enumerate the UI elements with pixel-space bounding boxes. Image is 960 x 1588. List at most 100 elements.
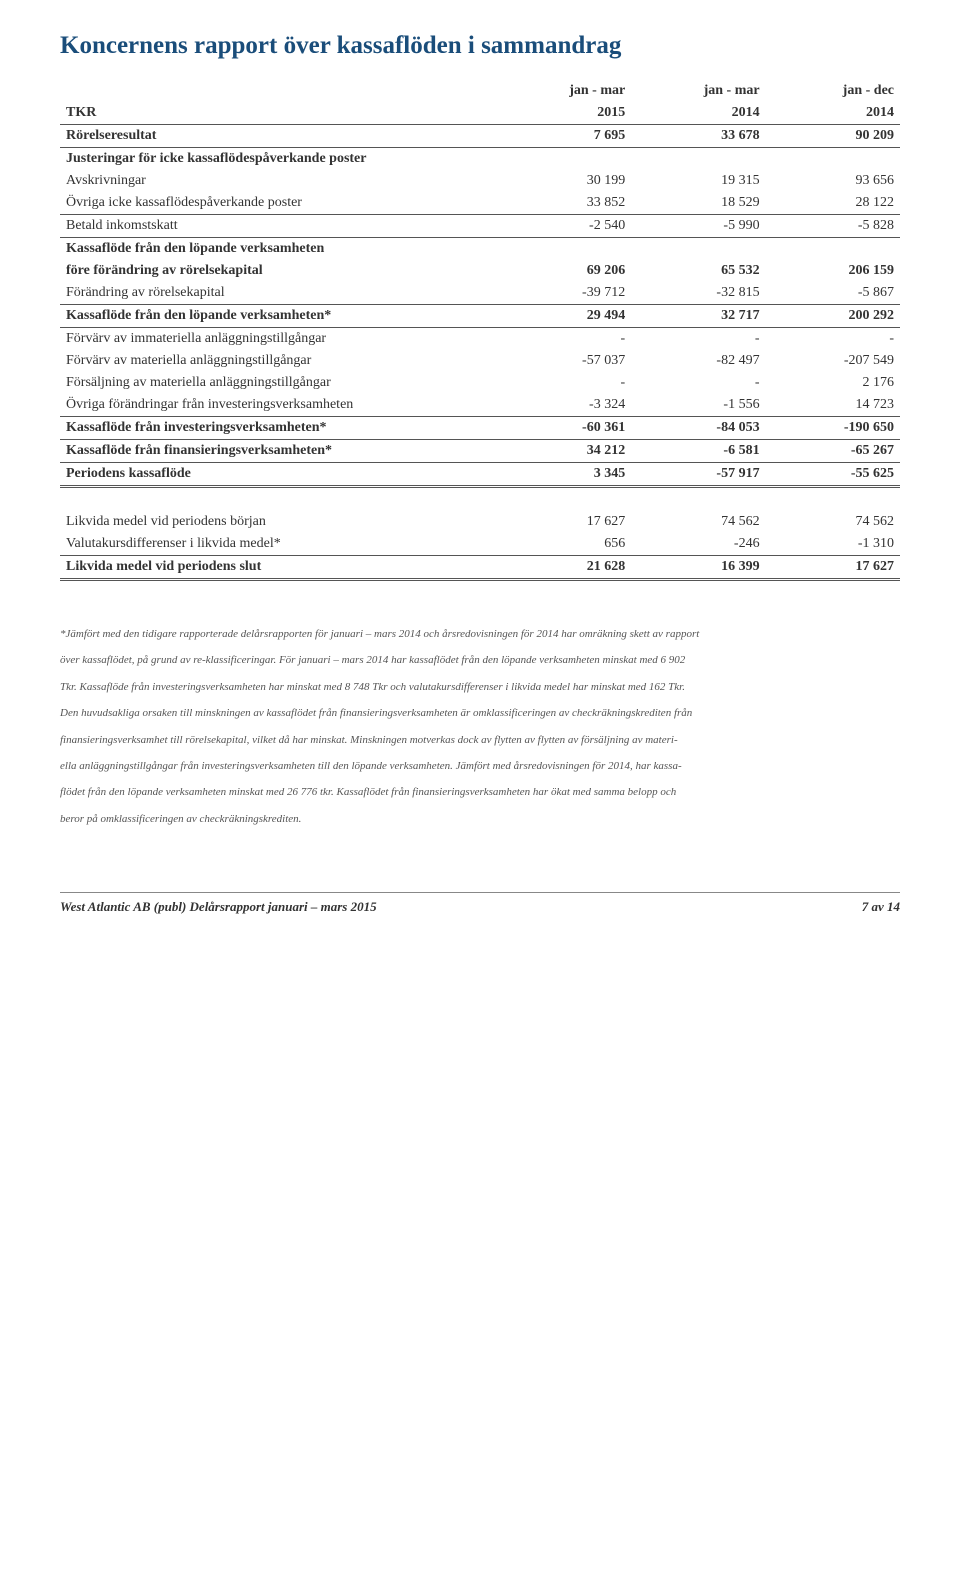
footnote-line: ella anläggningstillgångar från invester… [60,753,900,779]
row-label: Övriga icke kassaflödespåverkande poster [60,192,497,215]
table-row: Förvärv av materiella anläggningstillgån… [60,350,900,372]
cell-value: 21 628 [497,556,631,580]
row-label: Kassaflöde från den löpande verksamheten [60,238,497,261]
cell-value: -207 549 [766,350,900,372]
footnote-line: *Jämfört med den tidigare rapporterade d… [60,621,900,647]
cell-value: - [631,372,765,394]
cell-value: 656 [497,533,631,556]
row-label: Kassaflöde från finansieringsverksamhete… [60,440,497,463]
col3-year: 2014 [766,102,900,125]
cell-value: - [497,328,631,351]
table-row: Kassaflöde från finansieringsverksamhete… [60,440,900,463]
cell-value: -57 037 [497,350,631,372]
col1-year: 2015 [497,102,631,125]
row-label: Övriga förändringar från investeringsver… [60,394,497,417]
page-footer: West Atlantic AB (publ) Delårsrapport ja… [60,892,900,915]
row-label: Valutakursdifferenser i likvida medel* [60,533,497,556]
cell-value: -32 815 [631,282,765,305]
table-row: Övriga icke kassaflödespåverkande poster… [60,192,900,215]
table-row: Rörelseresultat7 69533 67890 209 [60,125,900,148]
cell-value: -3 324 [497,394,631,417]
cell-value: 33 678 [631,125,765,148]
cell-value: -246 [631,533,765,556]
table-row: Likvida medel vid periodens början17 627… [60,487,900,534]
cell-value [766,148,900,171]
cell-value: 74 562 [631,487,765,534]
cell-value: - [631,328,765,351]
cashflow-table: jan - mar jan - mar jan - dec TKR 2015 2… [60,80,900,581]
table-row: Betald inkomstskatt-2 540-5 990-5 828 [60,215,900,238]
footnote-line: beror på omklassificeringen av checkräkn… [60,806,900,832]
cell-value: 33 852 [497,192,631,215]
table-row: Försäljning av materiella anläggningstil… [60,372,900,394]
cell-value: 69 206 [497,260,631,282]
cell-value: 206 159 [766,260,900,282]
row-label: Kassaflöde från investeringsverksamheten… [60,417,497,440]
cell-value: 17 627 [497,487,631,534]
row-label: Förvärv av materiella anläggningstillgån… [60,350,497,372]
cell-value [497,148,631,171]
row-label: Kassaflöde från den löpande verksamheten… [60,305,497,328]
table-row: Förvärv av immateriella anläggningstillg… [60,328,900,351]
footnote-line: finansieringsverksamhet till rörelsekapi… [60,727,900,753]
col2-period: jan - mar [631,80,765,102]
table-row: Förändring av rörelsekapital-39 712-32 8… [60,282,900,305]
table-row: Kassaflöde från investeringsverksamheten… [60,417,900,440]
table-row: Övriga förändringar från investeringsver… [60,394,900,417]
cell-value: -82 497 [631,350,765,372]
cell-value: 17 627 [766,556,900,580]
cell-value: -39 712 [497,282,631,305]
row-label: Avskrivningar [60,170,497,192]
cell-value [631,148,765,171]
cell-value: -190 650 [766,417,900,440]
cell-value: -6 581 [631,440,765,463]
cell-value [766,238,900,261]
table-row: Kassaflöde från den löpande verksamheten [60,238,900,261]
row-label: Likvida medel vid periodens början [60,487,497,534]
cell-value: -5 867 [766,282,900,305]
table-body: Rörelseresultat7 69533 67890 209Justerin… [60,125,900,580]
row-label: Rörelseresultat [60,125,497,148]
col3-period: jan - dec [766,80,900,102]
cell-value: 200 292 [766,305,900,328]
table-row: Justeringar för icke kassaflödespåverkan… [60,148,900,171]
header-blank [60,80,497,102]
row-label: Försäljning av materiella anläggningstil… [60,372,497,394]
footnote-line: Den huvudsakliga orsaken till minskninge… [60,700,900,726]
cell-value: -5 990 [631,215,765,238]
footnote-line: över kassaflödet, på grund av re-klassif… [60,647,900,673]
cell-value: 14 723 [766,394,900,417]
cell-value: -5 828 [766,215,900,238]
cell-value: 65 532 [631,260,765,282]
page: Koncernens rapport över kassaflöden i sa… [0,0,960,955]
cell-value: 34 212 [497,440,631,463]
cell-value: -1 556 [631,394,765,417]
table-row: före förändring av rörelsekapital69 2066… [60,260,900,282]
cell-value: 2 176 [766,372,900,394]
footnote-line: Tkr. Kassaflöde från investeringsverksam… [60,674,900,700]
footer-left: West Atlantic AB (publ) Delårsrapport ja… [60,899,377,915]
row-label: Likvida medel vid periodens slut [60,556,497,580]
row-label: Förändring av rörelsekapital [60,282,497,305]
row-label: Periodens kassaflöde [60,463,497,487]
row-label: före förändring av rörelsekapital [60,260,497,282]
col2-year: 2014 [631,102,765,125]
report-title: Koncernens rapport över kassaflöden i sa… [60,32,900,60]
cell-value: - [497,372,631,394]
cell-value: -1 310 [766,533,900,556]
footer-right: 7 av 14 [862,899,900,915]
table-row: Valutakursdifferenser i likvida medel*65… [60,533,900,556]
cell-value: 3 345 [497,463,631,487]
cell-value: -57 917 [631,463,765,487]
cell-value: -60 361 [497,417,631,440]
cell-value: 28 122 [766,192,900,215]
table-row: Likvida medel vid periodens slut21 62816… [60,556,900,580]
cell-value: 90 209 [766,125,900,148]
cell-value: -65 267 [766,440,900,463]
row-label: Justeringar för icke kassaflödespåverkan… [60,148,497,171]
cell-value: 29 494 [497,305,631,328]
cell-value [497,238,631,261]
cell-value: -55 625 [766,463,900,487]
row-label-header: TKR [60,102,497,125]
row-label: Betald inkomstskatt [60,215,497,238]
